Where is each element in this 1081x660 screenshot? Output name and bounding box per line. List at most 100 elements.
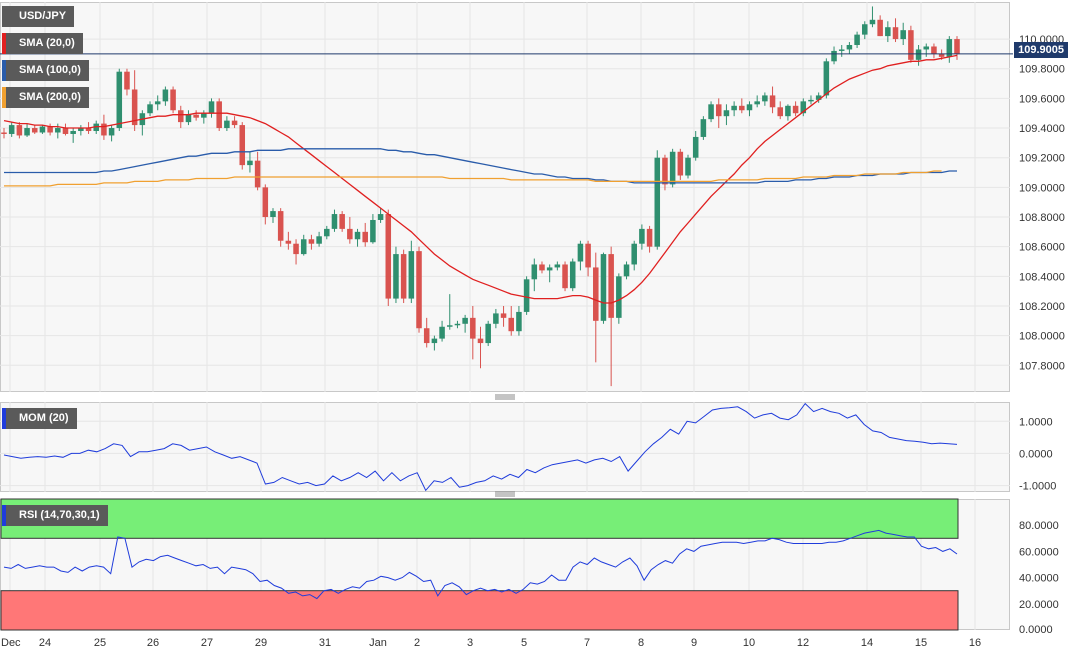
mom-y-tick-label: 0.0000 bbox=[1019, 448, 1053, 460]
legend-sma200[interactable]: SMA (200,0) bbox=[2, 87, 89, 108]
last-price-label: 109.9005 bbox=[1014, 42, 1068, 58]
candle-bull bbox=[685, 157, 691, 176]
candle-bear bbox=[293, 243, 299, 255]
candle-bull bbox=[754, 101, 760, 105]
mom-panel-bg bbox=[0, 402, 1010, 492]
candle-bear bbox=[85, 128, 92, 132]
x-tick-label: 5 bbox=[521, 637, 527, 649]
candle-bear bbox=[954, 39, 960, 54]
candle-bull bbox=[316, 236, 322, 244]
candle-bear bbox=[47, 126, 53, 133]
candle-bear bbox=[177, 110, 184, 123]
x-tick-label: 16 bbox=[969, 637, 981, 649]
candle-bull bbox=[116, 71, 123, 129]
mom-resize-handle[interactable] bbox=[495, 394, 515, 400]
candle-bear bbox=[385, 214, 392, 299]
legend-rsi[interactable]: RSI (14,70,30,1) bbox=[2, 505, 108, 526]
mom-line bbox=[3, 402, 958, 492]
price-y-tick-label: 108.8000 bbox=[1019, 212, 1065, 224]
candle-bull bbox=[577, 243, 584, 262]
candle-bull bbox=[746, 104, 753, 111]
candle-bear bbox=[231, 120, 238, 126]
candle-bull bbox=[885, 27, 891, 37]
candle-bull bbox=[446, 325, 453, 327]
candle-bear bbox=[739, 105, 745, 111]
candle-bear bbox=[239, 125, 246, 166]
candle-bull bbox=[39, 126, 46, 133]
candle-bull bbox=[800, 101, 807, 114]
x-tick-label: 25 bbox=[94, 637, 106, 649]
rsi-overbought-band bbox=[0, 498, 959, 539]
x-tick-label: 14 bbox=[861, 637, 873, 649]
candle-bear bbox=[585, 243, 591, 268]
candle-bull bbox=[485, 323, 491, 344]
candle-bull bbox=[869, 19, 876, 25]
rsi-y-tick-label: 0.0000 bbox=[1019, 624, 1053, 636]
price-panel-bg bbox=[0, 2, 1010, 392]
candle-bull bbox=[370, 219, 376, 243]
candle-bull bbox=[300, 239, 307, 255]
x-tick-label: 24 bbox=[39, 637, 51, 649]
candle-bull bbox=[854, 34, 860, 46]
candle-bull bbox=[554, 264, 561, 268]
candle-bull bbox=[569, 261, 576, 289]
price-y-tick-label: 109.6000 bbox=[1019, 93, 1065, 105]
sma20-line bbox=[3, 54, 958, 304]
candle-bear bbox=[593, 267, 599, 321]
x-tick-label: 2 bbox=[414, 637, 420, 649]
price-y-tick-label: 109.4000 bbox=[1019, 123, 1065, 135]
candle-bear bbox=[170, 89, 176, 111]
candle-bull bbox=[201, 113, 207, 118]
legend-mom[interactable]: MOM (20) bbox=[2, 408, 77, 429]
price-y-tick-label: 109.2000 bbox=[1019, 153, 1065, 165]
candle-bear bbox=[562, 264, 568, 289]
candle-bear bbox=[101, 123, 107, 136]
candle-bull bbox=[785, 105, 791, 117]
candle-bull bbox=[639, 228, 645, 244]
candle-bear bbox=[508, 317, 515, 332]
candle-bull bbox=[546, 267, 553, 271]
sma200-line bbox=[4, 170, 942, 187]
x-tick-label: 31 bbox=[319, 637, 331, 649]
candle-bull bbox=[723, 110, 730, 117]
candle-bull bbox=[431, 338, 438, 344]
candle-bull bbox=[815, 95, 822, 100]
candle-bull bbox=[616, 276, 622, 318]
candle-bear bbox=[416, 251, 422, 329]
candle-bear bbox=[662, 157, 668, 185]
candle-bull bbox=[270, 211, 276, 218]
candle-bear bbox=[931, 46, 937, 54]
candle-bull bbox=[823, 61, 830, 96]
candle-bull bbox=[493, 313, 499, 324]
x-tick-label: 7 bbox=[584, 637, 590, 649]
candle-bull bbox=[762, 95, 768, 102]
candle-bull bbox=[838, 49, 845, 51]
candle-bull bbox=[731, 105, 737, 111]
rsi-line bbox=[3, 529, 958, 600]
candle-bull bbox=[208, 101, 215, 114]
legend-sma100[interactable]: SMA (100,0) bbox=[2, 60, 89, 81]
price-y-tick-label: 107.8000 bbox=[1019, 360, 1065, 372]
candle-bull bbox=[462, 317, 468, 324]
candle-bear bbox=[277, 211, 284, 241]
candle-bear bbox=[62, 128, 69, 134]
candle-bear bbox=[1, 132, 7, 134]
rsi-resize-handle[interactable] bbox=[495, 491, 515, 497]
candle-bear bbox=[646, 228, 653, 247]
candle-bull bbox=[408, 251, 415, 299]
candle-bull bbox=[108, 128, 115, 136]
legend-symbol[interactable]: USD/JPY bbox=[2, 6, 75, 27]
candle-bull bbox=[654, 157, 661, 247]
candle-bull bbox=[808, 99, 814, 102]
x-tick-label: Dec bbox=[1, 637, 21, 649]
x-tick-label: 15 bbox=[915, 637, 927, 649]
candle-bull bbox=[247, 160, 253, 166]
candle-bear bbox=[877, 19, 883, 37]
x-tick-label: Jan bbox=[369, 637, 387, 649]
candle-bear bbox=[470, 317, 476, 339]
legend-sma20[interactable]: SMA (20,0) bbox=[2, 33, 83, 54]
candle-bull bbox=[915, 49, 922, 60]
x-tick-label: 27 bbox=[201, 637, 213, 649]
